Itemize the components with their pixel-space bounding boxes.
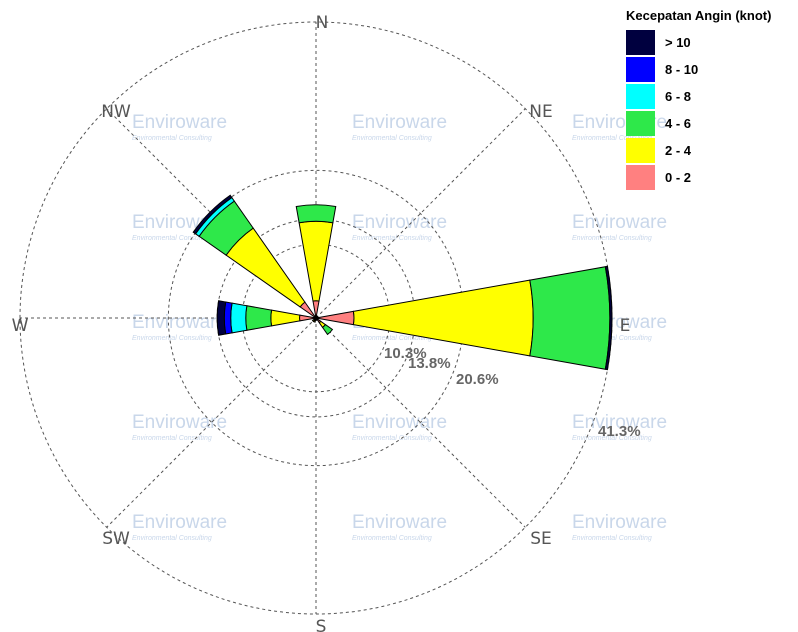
ring-label: 10.3% xyxy=(384,345,427,362)
watermark-title: Enviroware xyxy=(352,112,447,133)
watermark: Enviroware Environmental Consulting xyxy=(572,412,667,442)
direction-label-nw: NW xyxy=(101,102,131,122)
petal-sw-bin-4 xyxy=(311,318,316,323)
watermark-title: Enviroware xyxy=(352,512,447,533)
legend-rows: > 10 8 - 10 6 - 8 4 - 6 2 - 4 0 - 2 xyxy=(626,29,796,191)
watermark-title: Enviroware xyxy=(132,312,227,333)
petal-nw-bin-0 xyxy=(192,194,233,235)
legend-item: 4 - 6 xyxy=(626,110,796,137)
watermark-subtitle: Environmental Consulting xyxy=(572,135,652,142)
legend-item: > 10 xyxy=(626,29,796,56)
watermark-title: Enviroware xyxy=(132,112,227,133)
watermark-subtitle: Environmental Consulting xyxy=(132,335,212,342)
legend-item: 2 - 4 xyxy=(626,137,796,164)
legend-item: 8 - 10 xyxy=(626,56,796,83)
petal-w-bin-4 xyxy=(270,309,301,327)
petal-w-bin-2 xyxy=(230,302,248,334)
watermark-subtitle: Environmental Consulting xyxy=(132,435,212,442)
direction-label-w: W xyxy=(12,316,29,336)
legend-label: 0 - 2 xyxy=(665,170,692,185)
watermark: Enviroware Environmental Consulting xyxy=(572,212,667,242)
ring-label: 20.6% xyxy=(456,371,499,388)
watermark-title: Enviroware xyxy=(352,412,447,433)
watermark-title: Enviroware xyxy=(572,512,667,533)
legend-swatch xyxy=(626,84,655,109)
watermark: Enviroware Environmental Consulting xyxy=(352,112,447,142)
direction-label-n: N xyxy=(316,13,329,33)
watermark-subtitle: Environmental Consulting xyxy=(572,535,652,542)
legend-label: 2 - 4 xyxy=(665,143,692,158)
petal-w-bin-3 xyxy=(245,305,273,331)
watermark: Enviroware Environmental Consulting xyxy=(132,412,227,442)
watermark-title: Enviroware xyxy=(572,212,667,233)
legend: Kecepatan Angin (knot) > 10 8 - 10 6 - 8 4 … xyxy=(626,8,796,191)
watermark-subtitle: Environmental Consulting xyxy=(132,235,212,242)
grid-spoke xyxy=(106,317,317,528)
watermark: Enviroware Environmental Consulting xyxy=(132,112,227,142)
petal-e-bin-3 xyxy=(529,266,611,370)
grid-spoke xyxy=(315,108,526,319)
petal-w-bin-0 xyxy=(216,300,227,336)
legend-swatch xyxy=(626,111,655,136)
legend-label: 6 - 8 xyxy=(665,89,692,104)
petal-e-bin-4 xyxy=(352,279,534,357)
direction-label-e: E xyxy=(620,316,631,336)
legend-label: 4 - 6 xyxy=(665,116,692,131)
petal-se-bin-3 xyxy=(321,323,334,336)
legend-item: 0 - 2 xyxy=(626,164,796,191)
legend-swatch xyxy=(626,138,655,163)
legend-swatch xyxy=(626,30,655,55)
watermark-subtitle: Environmental Consulting xyxy=(572,435,652,442)
legend-label: 8 - 10 xyxy=(665,62,699,77)
direction-label-se: SE xyxy=(530,529,552,549)
watermark-title: Enviroware xyxy=(132,512,227,533)
direction-labels: N NE E SE S SW W NW xyxy=(12,13,631,632)
watermark: Enviroware Environmental Consulting xyxy=(132,312,227,342)
watermark-subtitle: Environmental Consulting xyxy=(352,535,432,542)
watermark: Enviroware Environmental Consulting xyxy=(572,512,667,542)
wind-petals xyxy=(192,194,613,371)
petal-n-bin-3 xyxy=(295,204,337,224)
direction-label-sw: SW xyxy=(102,529,130,549)
watermark-subtitle: Environmental Consulting xyxy=(572,335,652,342)
watermark-title: Enviroware xyxy=(132,412,227,433)
ring-label: 13.8% xyxy=(408,355,451,372)
legend-swatch xyxy=(626,165,655,190)
ring-label: 41.3% xyxy=(598,423,641,440)
watermark: Enviroware Environmental Consulting xyxy=(352,512,447,542)
watermark-subtitle: Environmental Consulting xyxy=(352,135,432,142)
petal-e-bin-0 xyxy=(604,265,613,371)
watermark-title: Enviroware xyxy=(572,412,667,433)
watermark-subtitle: Environmental Consulting xyxy=(132,135,212,142)
watermark-subtitle: Environmental Consulting xyxy=(352,335,432,342)
legend-swatch xyxy=(626,57,655,82)
petal-n-bin-4 xyxy=(298,220,334,302)
grid-spoke xyxy=(315,317,526,528)
watermark-title: Enviroware xyxy=(352,212,447,233)
watermark-subtitle: Environmental Consulting xyxy=(132,535,212,542)
watermark-subtitle: Environmental Consulting xyxy=(352,435,432,442)
watermark: Enviroware Environmental Consulting xyxy=(132,512,227,542)
petal-nnw-bin-5 xyxy=(314,315,317,319)
watermark: Enviroware Environmental Consulting xyxy=(352,412,447,442)
legend-item: 6 - 8 xyxy=(626,83,796,110)
legend-title: Kecepatan Angin (knot) xyxy=(626,8,772,23)
watermark-subtitle: Environmental Consulting xyxy=(572,235,652,242)
legend-label: > 10 xyxy=(665,35,691,50)
direction-label-ne: NE xyxy=(529,102,552,122)
watermark-subtitle: Environmental Consulting xyxy=(352,235,432,242)
ring-labels: 10.3%13.8% 20.6% 41.3% xyxy=(384,345,641,440)
direction-label-s: S xyxy=(316,617,327,632)
